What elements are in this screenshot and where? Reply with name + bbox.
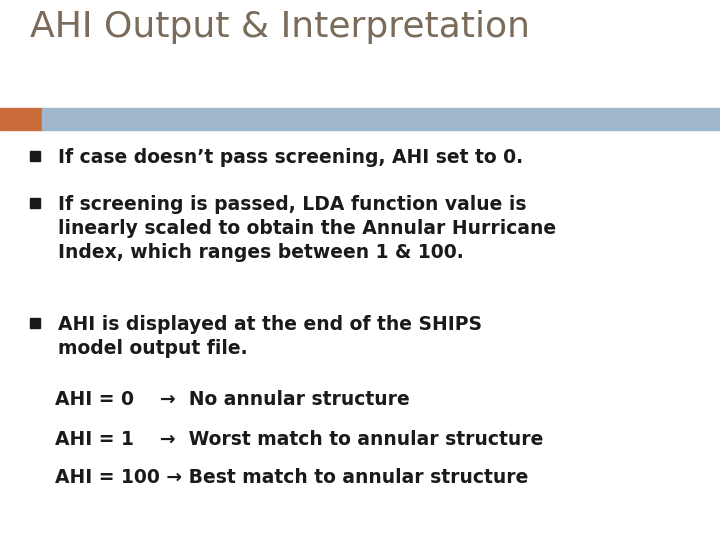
Text: If screening is passed, LDA function value is
linearly scaled to obtain the Annu: If screening is passed, LDA function val… bbox=[58, 195, 556, 262]
Bar bbox=[30, 318, 40, 328]
Text: AHI is displayed at the end of the SHIPS
model output file.: AHI is displayed at the end of the SHIPS… bbox=[58, 315, 482, 358]
Text: AHI = 1    →  Worst match to annular structure: AHI = 1 → Worst match to annular structu… bbox=[55, 430, 544, 449]
Bar bbox=[30, 151, 40, 161]
Text: If case doesn’t pass screening, AHI set to 0.: If case doesn’t pass screening, AHI set … bbox=[58, 148, 523, 167]
Text: AHI = 100 → Best match to annular structure: AHI = 100 → Best match to annular struct… bbox=[55, 468, 528, 487]
Text: AHI Output & Interpretation: AHI Output & Interpretation bbox=[30, 10, 530, 44]
Bar bbox=[42, 108, 720, 130]
Text: AHI = 0    →  No annular structure: AHI = 0 → No annular structure bbox=[55, 390, 410, 409]
Bar bbox=[30, 198, 40, 208]
Bar bbox=[0, 108, 42, 130]
